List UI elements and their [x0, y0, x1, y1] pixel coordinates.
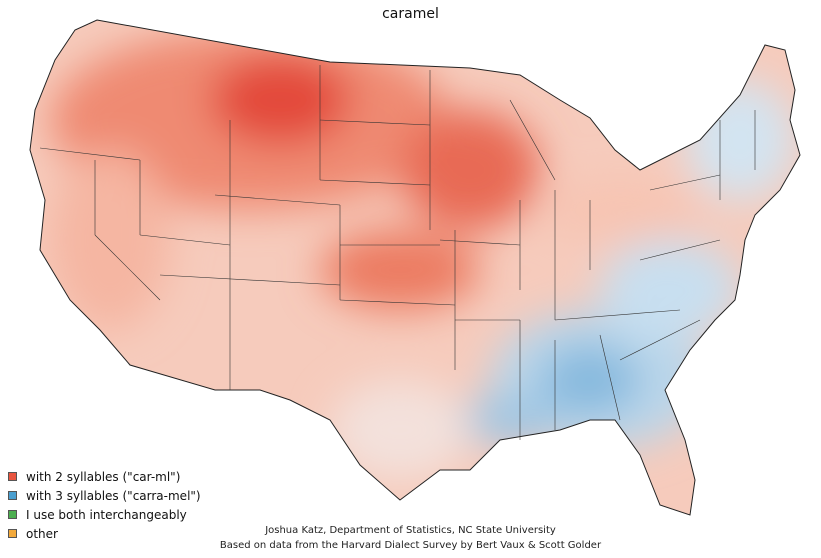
legend-swatch-three-syllables [8, 491, 17, 500]
credits: Joshua Katz, Department of Statistics, N… [0, 523, 821, 553]
legend-item: other [8, 524, 201, 543]
legend-label: I use both interchangeably [26, 507, 187, 522]
legend-item: I use both interchangeably [8, 505, 201, 524]
legend-label: with 2 syllables ("car-ml") [26, 469, 181, 484]
state-borders [39, 65, 756, 440]
legend-swatch-other [8, 529, 17, 538]
credit-author: Joshua Katz, Department of Statistics, N… [265, 525, 556, 536]
legend: with 2 syllables ("car-ml") with 3 sylla… [8, 467, 201, 543]
legend-label: other [26, 526, 58, 541]
map-title: caramel [382, 6, 439, 22]
legend-item: with 2 syllables ("car-ml") [8, 467, 201, 486]
legend-swatch-both [8, 510, 17, 519]
legend-swatch-two-syllables [8, 472, 17, 481]
credit-source: Based on data from the Harvard Dialect S… [219, 540, 602, 551]
legend-label: with 3 syllables ("carra-mel") [26, 488, 201, 503]
us-outline [29, 19, 801, 516]
legend-item: with 3 syllables ("carra-mel") [8, 486, 201, 505]
